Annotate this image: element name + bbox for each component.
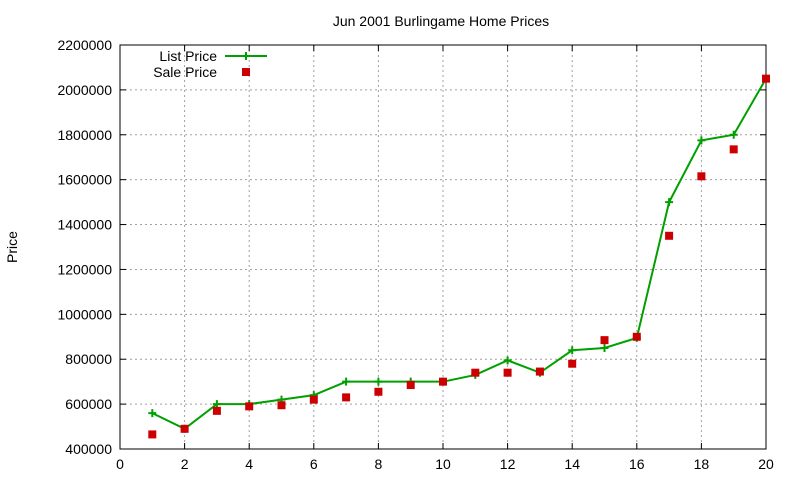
data-point <box>568 346 577 355</box>
data-point <box>212 406 221 415</box>
data-point <box>697 172 706 181</box>
x-tick-label: 4 <box>245 456 253 472</box>
x-tick-label: 14 <box>564 456 580 472</box>
y-tick-label: 1400000 <box>57 217 112 233</box>
grid <box>120 45 766 449</box>
data-point <box>729 145 738 154</box>
x-tick-label: 16 <box>629 456 645 472</box>
data-point <box>245 402 254 411</box>
data-point <box>148 430 157 439</box>
data-point <box>762 74 770 83</box>
y-tick-label: 1600000 <box>57 172 112 188</box>
series-layer <box>148 74 770 439</box>
series-list-price <box>148 74 770 433</box>
data-point <box>600 344 609 352</box>
data-point <box>342 377 351 386</box>
chart-title: Jun 2001 Burlingame Home Prices <box>333 13 549 29</box>
data-point <box>180 424 189 433</box>
data-point <box>665 231 674 240</box>
x-tick-label: 0 <box>116 456 124 472</box>
y-tick-label: 1000000 <box>57 306 112 322</box>
data-point <box>439 377 447 386</box>
legend-swatch-marker <box>242 52 250 60</box>
data-point <box>374 387 383 396</box>
data-point <box>600 336 609 345</box>
data-point <box>632 332 641 341</box>
y-tick-label: 2200000 <box>57 37 112 53</box>
x-tick-label: 8 <box>375 456 383 472</box>
data-point <box>535 367 544 376</box>
x-tick-label: 20 <box>758 456 774 472</box>
plot-frame <box>119 44 767 450</box>
y-axis-label: Price <box>4 231 20 263</box>
data-point <box>148 409 157 418</box>
legend-label: List Price <box>159 48 217 64</box>
data-point <box>342 393 351 402</box>
data-point <box>665 198 674 207</box>
series-sale-price <box>148 74 770 439</box>
data-point <box>309 395 318 404</box>
x-tick-label: 12 <box>500 456 516 472</box>
data-point <box>697 136 706 145</box>
y-tick-label: 1200000 <box>57 261 112 277</box>
x-tick-label: 10 <box>435 456 451 472</box>
y-tick-label: 1800000 <box>57 127 112 143</box>
data-point <box>568 359 577 368</box>
ticks: 0 2 4 6 8 10 12 14 16 18 20 400000 600000 800000 10000… <box>57 37 774 472</box>
legend-swatch-marker <box>242 68 250 76</box>
data-point <box>503 356 512 365</box>
data-point <box>374 377 383 386</box>
y-tick-label: 400000 <box>65 441 112 457</box>
data-point <box>471 368 480 377</box>
x-tick-label: 6 <box>310 456 318 472</box>
data-point <box>212 400 221 409</box>
x-tick-label: 2 <box>181 456 189 472</box>
data-point <box>406 381 415 390</box>
data-point <box>729 130 738 139</box>
data-point <box>503 368 512 377</box>
x-tick-label: 18 <box>694 456 710 472</box>
legend-label: Sale Price <box>153 64 217 80</box>
series-line <box>151 78 767 430</box>
y-tick-label: 2000000 <box>57 82 112 98</box>
y-tick-label: 600000 <box>65 396 112 412</box>
data-point <box>277 401 286 410</box>
y-tick-label: 800000 <box>65 351 112 367</box>
